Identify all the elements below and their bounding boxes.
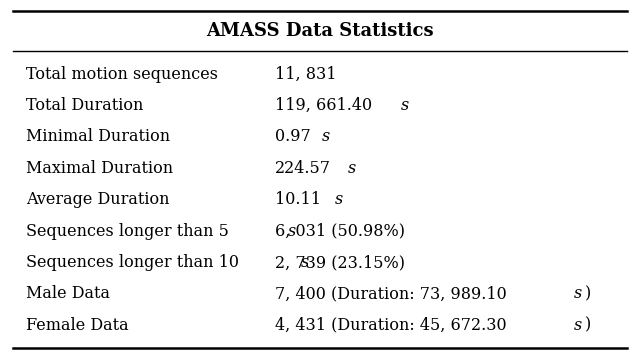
Text: Sequences longer than 10: Sequences longer than 10 bbox=[26, 254, 239, 271]
Text: 7, 400 (Duration: 73, 989.10: 7, 400 (Duration: 73, 989.10 bbox=[275, 285, 507, 302]
Text: Total Duration: Total Duration bbox=[26, 97, 143, 114]
Text: 224.57: 224.57 bbox=[275, 160, 332, 177]
Text: Maximal Duration: Maximal Duration bbox=[26, 160, 173, 177]
Text: Average Duration: Average Duration bbox=[26, 191, 169, 208]
Text: Female Data: Female Data bbox=[26, 317, 128, 334]
Text: Sequences longer than 5: Sequences longer than 5 bbox=[26, 223, 228, 240]
Text: 2, 739 (23.15%): 2, 739 (23.15%) bbox=[275, 254, 405, 271]
Text: 119, 661.40: 119, 661.40 bbox=[275, 97, 372, 114]
Text: AMASS Data Statistics: AMASS Data Statistics bbox=[206, 22, 434, 40]
Text: Male Data: Male Data bbox=[26, 285, 109, 302]
Text: 0.97: 0.97 bbox=[275, 129, 311, 146]
Text: s: s bbox=[574, 317, 582, 334]
Text: s: s bbox=[287, 223, 296, 240]
Text: ): ) bbox=[585, 285, 591, 302]
Text: ): ) bbox=[585, 317, 591, 334]
Text: Total motion sequences: Total motion sequences bbox=[26, 66, 218, 83]
Text: s: s bbox=[300, 254, 308, 271]
Text: s: s bbox=[574, 285, 582, 302]
Text: s: s bbox=[348, 160, 356, 177]
Text: 4, 431 (Duration: 45, 672.30: 4, 431 (Duration: 45, 672.30 bbox=[275, 317, 507, 334]
Text: s: s bbox=[335, 191, 343, 208]
Text: Minimal Duration: Minimal Duration bbox=[26, 129, 170, 146]
Text: 11, 831: 11, 831 bbox=[275, 66, 337, 83]
Text: s: s bbox=[401, 97, 409, 114]
Text: 10.11: 10.11 bbox=[275, 191, 321, 208]
Text: s: s bbox=[321, 129, 330, 146]
Text: 6, 031 (50.98%): 6, 031 (50.98%) bbox=[275, 223, 405, 240]
